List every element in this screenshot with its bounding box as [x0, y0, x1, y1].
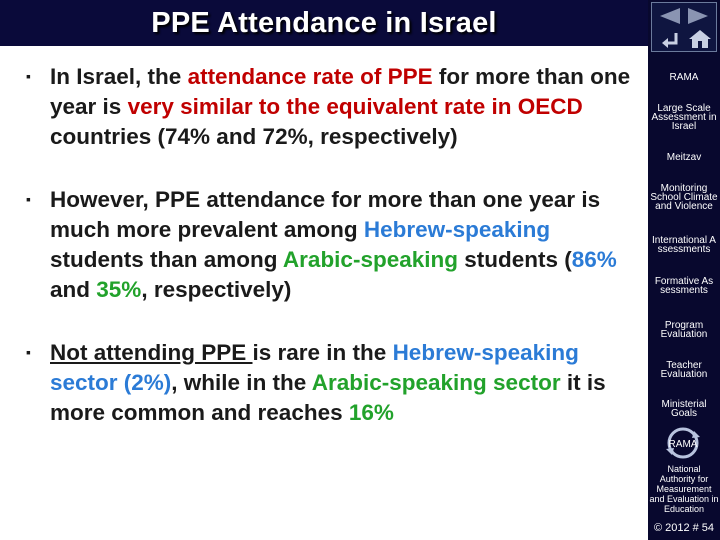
bullet-text-run: countries (74% and 72%, respectively)	[50, 124, 458, 149]
bullet-text-run: , while in the	[171, 370, 312, 395]
bullet-item: ▪ However, PPE attendance for more than …	[26, 185, 636, 305]
previous-arrow-icon[interactable]	[656, 6, 682, 26]
sidebar-item-rama[interactable]: RAMA	[669, 72, 699, 83]
bullet-text-run: 86%	[571, 247, 617, 272]
bullet-text-run: In Israel, the	[50, 64, 188, 89]
bullet-text-run: students (	[457, 247, 572, 272]
bullet-text-run: it is more common and reaches	[50, 370, 606, 425]
bullet-text-run: Not attending PPE	[50, 340, 253, 365]
copyright-slide-number: © 2012 # 54	[653, 522, 715, 534]
sidebar-item-teacher-evaluation[interactable]: Teacher Evaluation	[660, 360, 708, 380]
next-arrow-icon[interactable]	[686, 6, 712, 26]
square-bullet-icon: ▪	[26, 344, 31, 360]
bullet-text-run: and	[50, 277, 97, 302]
bullet-list: ▪ In Israel, the attendance rate of PPE …	[26, 62, 636, 461]
navigation-controls	[651, 2, 717, 52]
bullet-text-run: Arabic-speaking sector	[311, 370, 561, 395]
title-bar: PPE Attendance in Israel	[0, 0, 648, 46]
sidebar-item-formative-assessments[interactable]: Formative Assessments	[654, 276, 714, 296]
bullet-text-run: is rare in the	[252, 340, 393, 365]
navigation-sidebar: RAMA Large Scale Assessment in Israel Me…	[648, 0, 720, 540]
bullet-text-run: Arabic-speaking	[282, 247, 458, 272]
square-bullet-icon: ▪	[26, 191, 31, 207]
sidebar-item-international-assessments[interactable]: International Assessments	[652, 235, 716, 255]
bullet-text-run: However, PPE attendance for more than on…	[50, 187, 601, 242]
bullet-text-run: for more than one year is	[50, 64, 631, 119]
sidebar-item-meitzav[interactable]: Meitzav	[666, 152, 702, 163]
organization-name: National Authority for Measurement and E…	[649, 464, 719, 514]
sidebar-item-program-evaluation[interactable]: Program Evaluation	[660, 320, 708, 340]
bullet-text-run: , respectively)	[141, 277, 292, 302]
bullet-text-run: students than among	[50, 247, 283, 272]
bullet-item: ▪ In Israel, the attendance rate of PPE …	[26, 62, 636, 152]
bullet-text-run: 35%	[96, 277, 142, 302]
sidebar-item-ministerial-goals[interactable]: Ministerial Goals	[661, 399, 707, 419]
home-icon[interactable]	[688, 29, 712, 49]
bullet-text-run: 16%	[348, 400, 394, 425]
slide-title: PPE Attendance in Israel	[151, 6, 497, 39]
sidebar-item-school-climate[interactable]: Monitoring School Climate and Violence	[650, 183, 718, 212]
bullet-text-run: very similar to the equivalent rate in O…	[127, 94, 583, 119]
rama-logo-icon[interactable]: RAMA	[660, 427, 706, 459]
bullet-text-run: Hebrew-speaking sector (2%)	[50, 340, 579, 395]
square-bullet-icon: ▪	[26, 68, 31, 84]
return-arrow-icon[interactable]	[660, 29, 682, 49]
bullet-text-run: attendance rate of PPE	[187, 64, 433, 89]
bullet-item: ▪ Not attending PPE is rare in the Hebre…	[26, 338, 636, 428]
rama-logo-text: RAMA	[669, 439, 698, 450]
bullet-text-run: Hebrew-speaking	[363, 217, 551, 242]
sidebar-item-large-scale-assessment[interactable]: Large Scale Assessment in Israel	[651, 103, 717, 132]
